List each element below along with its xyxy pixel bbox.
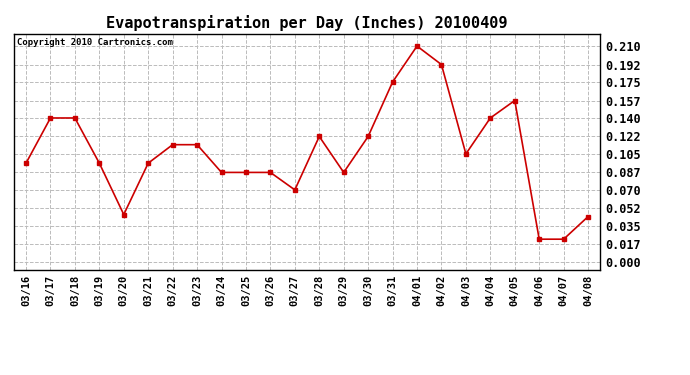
Text: Copyright 2010 Cartronics.com: Copyright 2010 Cartronics.com	[17, 39, 172, 48]
Title: Evapotranspiration per Day (Inches) 20100409: Evapotranspiration per Day (Inches) 2010…	[106, 15, 508, 31]
